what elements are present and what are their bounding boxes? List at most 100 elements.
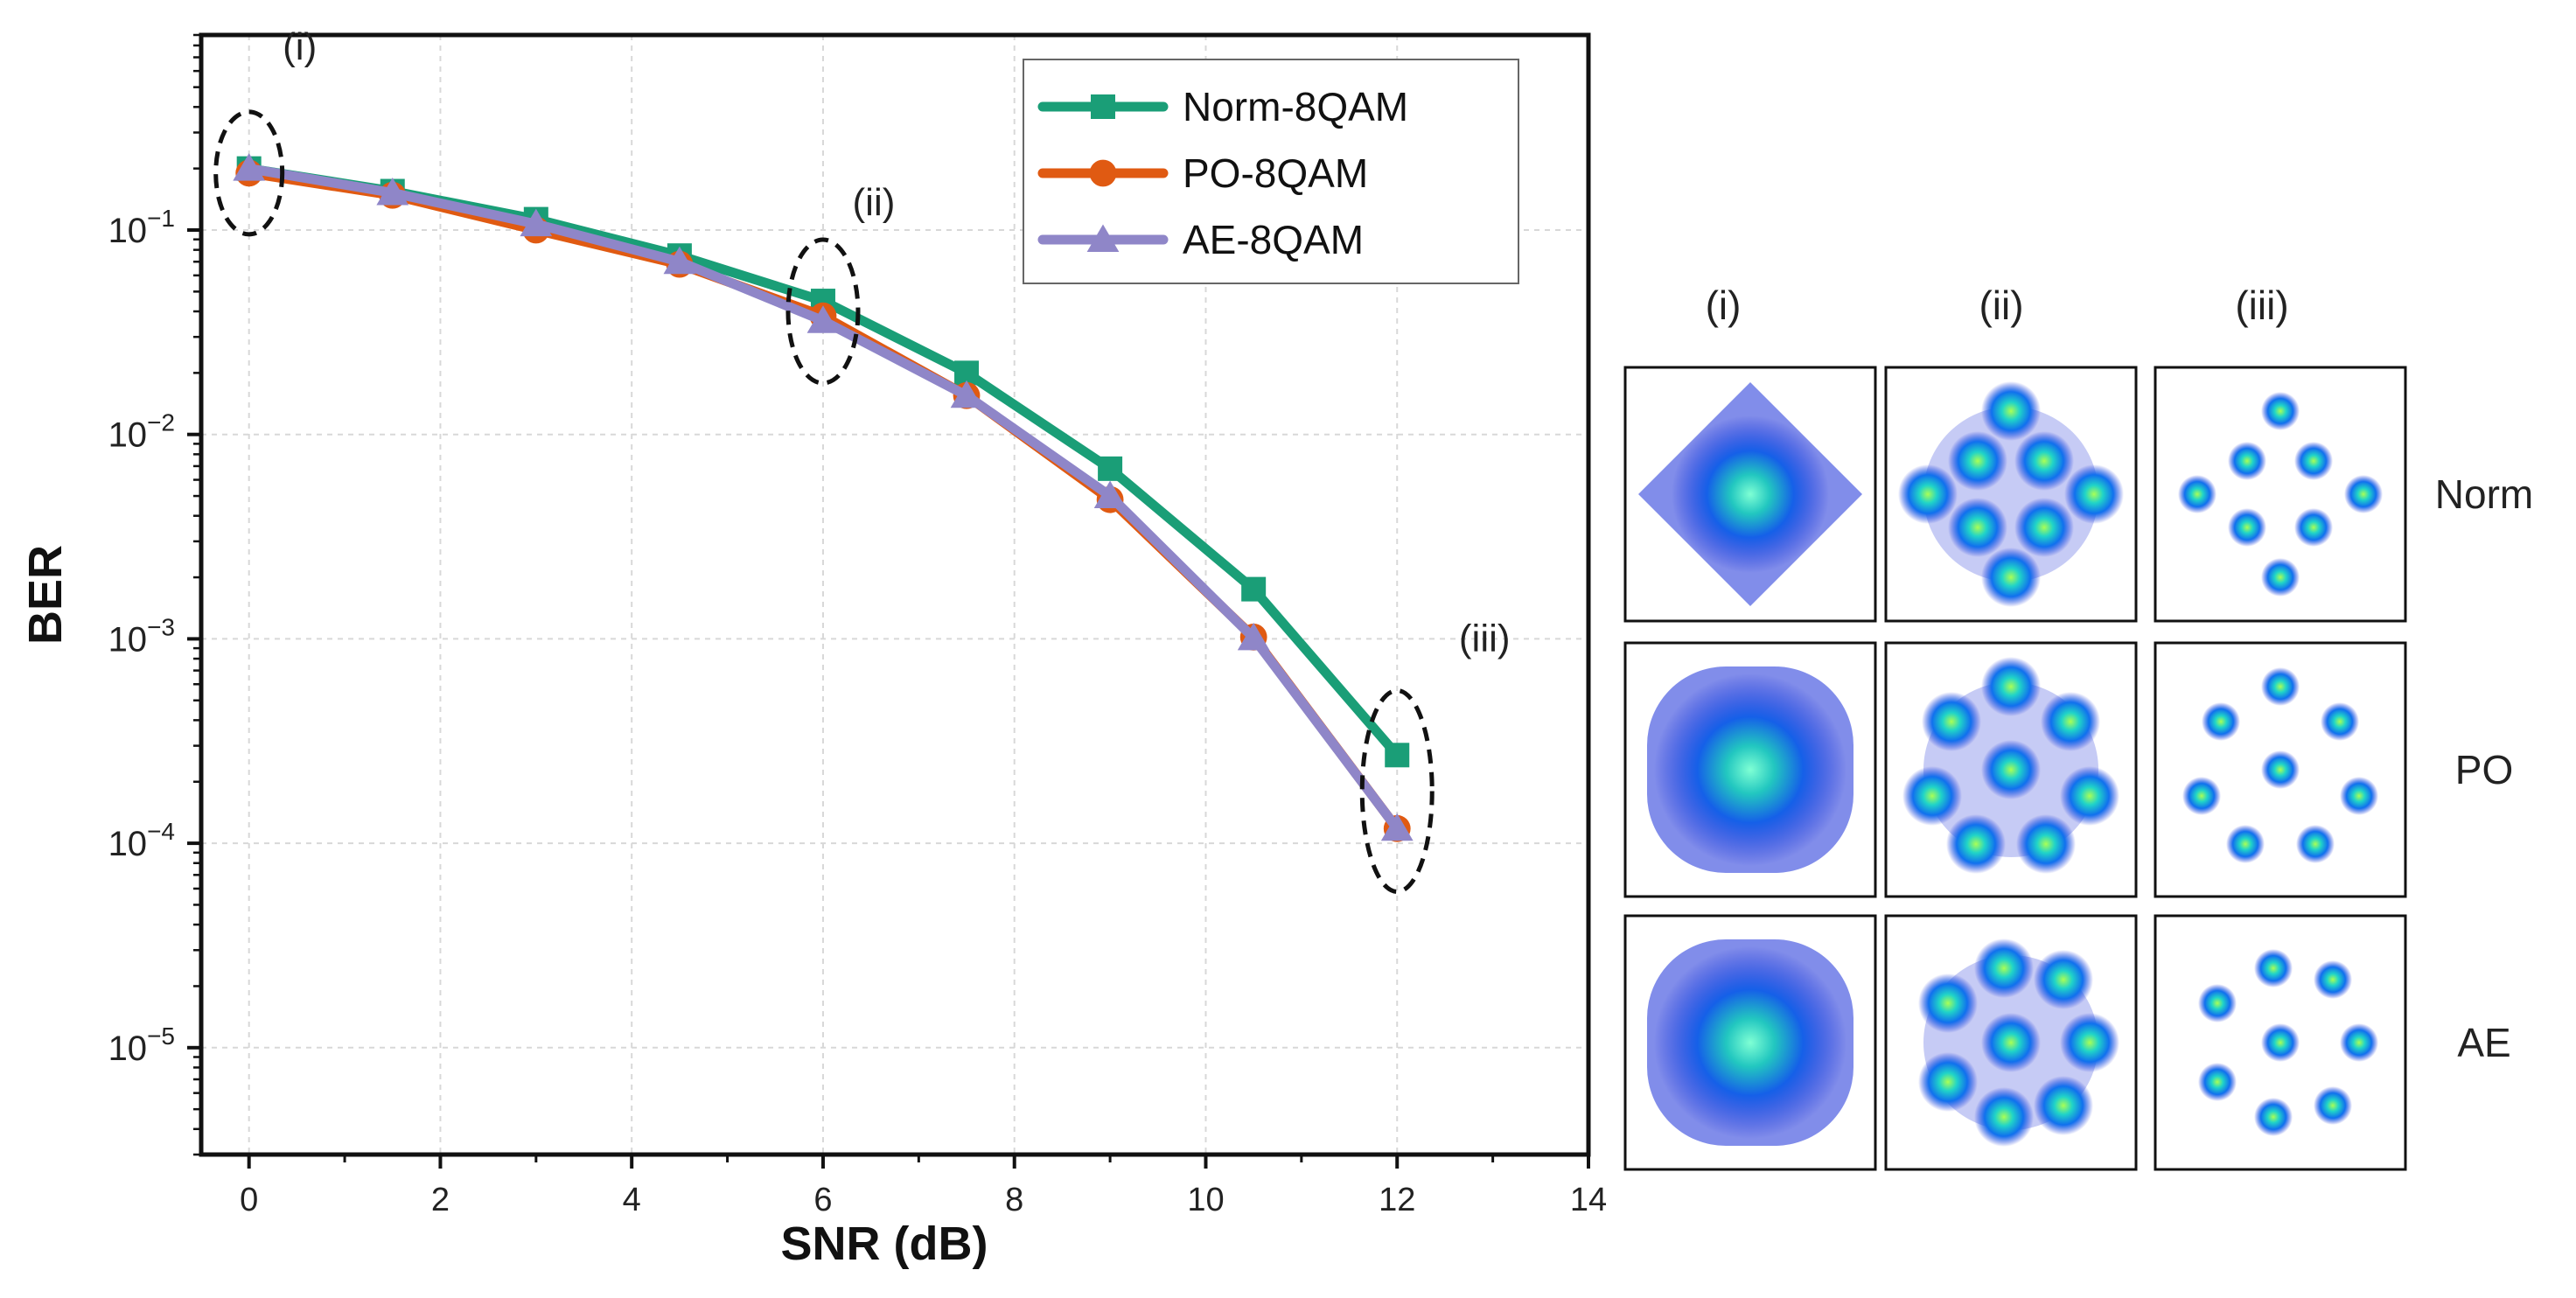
data-point (1241, 576, 1267, 602)
constellation-point (2294, 442, 2333, 480)
constellation-diagram (2154, 641, 2407, 898)
y-tick-label: 10−4 (108, 818, 175, 863)
x-tick-label: 6 (813, 1182, 832, 1218)
constellation-point (2261, 667, 2300, 706)
x-axis-label: SNR (dB) (781, 1218, 988, 1270)
constellation-diagram (1884, 641, 2138, 898)
constellation-point (2014, 498, 2074, 557)
constellation-point (1981, 381, 2041, 441)
data-point (1385, 743, 1410, 768)
data-point (806, 305, 840, 333)
constellation-point (2254, 949, 2293, 987)
constellation-point (2314, 1086, 2352, 1125)
constellation-point (2261, 750, 2300, 789)
constellation-point (2041, 692, 2100, 751)
constellation-point (1981, 740, 2041, 799)
constellation-point (2294, 508, 2333, 547)
constellation-point (2296, 825, 2335, 863)
data-point (520, 208, 553, 237)
constellation-point (2226, 825, 2265, 863)
constellation-column-label: (i) (1706, 283, 1742, 328)
constellation-point (2014, 431, 2074, 491)
constellation-row-label: Norm (2435, 471, 2533, 517)
y-axis-label: BER (19, 545, 72, 645)
x-tick-label: 0 (240, 1182, 258, 1218)
constellation-point (2228, 508, 2266, 547)
constellation-cloud-core (1654, 946, 1846, 1139)
constellation-point (2228, 442, 2266, 480)
constellation-point (2340, 1023, 2378, 1062)
constellation-point (1918, 974, 1978, 1033)
constellation-diagram (1623, 366, 1877, 623)
x-tick-label: 8 (1005, 1182, 1023, 1218)
constellation-point (2016, 814, 2076, 874)
legend-marker (1089, 159, 1117, 187)
data-point (1380, 813, 1414, 841)
y-tick-label: 10−1 (108, 205, 175, 250)
constellation-point (1902, 766, 1962, 826)
x-tick-label: 4 (623, 1182, 641, 1218)
constellation-point (2314, 960, 2352, 999)
constellation-point (2261, 392, 2300, 430)
annotation-layer: (i) (ii) (iii) (213, 25, 1511, 894)
constellation-column-label: (iii) (2235, 283, 2288, 328)
y-tick-label: 10−2 (108, 409, 175, 455)
constellation-point (2198, 1063, 2237, 1101)
x-tick-label: 14 (1570, 1182, 1607, 1218)
constellation-point (2034, 950, 2093, 1009)
constellation-point (2254, 1098, 2293, 1136)
constellation-diagram (1623, 641, 1877, 898)
constellation-diagram (1623, 914, 1877, 1171)
constellation-point (1981, 1013, 2041, 1072)
plot-frame (199, 32, 1591, 1157)
constellation-panel: (i) (ii) (iii) Norm PO AE (1623, 283, 2533, 1171)
data-point (663, 246, 696, 275)
series-ae-8qam (233, 153, 1414, 841)
constellation-point (2064, 464, 2124, 524)
constellation-point (2060, 766, 2119, 826)
constellation-point (1898, 464, 1958, 524)
annotation-label: (ii) (853, 181, 896, 224)
constellation-point (1918, 1052, 1978, 1112)
x-tick-label: 2 (431, 1182, 450, 1218)
constellation-point (2034, 1076, 2093, 1135)
constellation-point (2202, 702, 2240, 741)
data-point (376, 178, 409, 206)
legend-label: Norm-8QAM (1183, 84, 1408, 129)
legend-label: AE-8QAM (1183, 217, 1364, 262)
annotation-ellipse (1359, 687, 1435, 894)
x-axis: 0 2 4 6 8 10 12 14 (240, 1155, 1607, 1218)
data-point (1098, 456, 1123, 481)
legend-marker (1091, 94, 1115, 119)
y-tick-label: 10−5 (108, 1022, 175, 1068)
legend: Norm-8QAM PO-8QAM AE-8QAM (1023, 59, 1519, 284)
annotation-label: (iii) (1459, 617, 1511, 659)
constellation-point (1948, 431, 2007, 491)
constellation-point (1948, 498, 2007, 557)
constellation-point (2182, 777, 2221, 815)
constellation-point (2261, 558, 2300, 597)
constellation-point (2340, 777, 2378, 815)
series-layer (233, 153, 1414, 842)
constellation-point (1974, 1087, 2034, 1147)
constellation-point (2261, 1023, 2300, 1062)
y-tick-label: 10−3 (108, 613, 175, 659)
constellation-column-label: (ii) (1979, 283, 2023, 328)
constellation-point (1974, 939, 2034, 998)
data-point (233, 153, 266, 181)
constellation-diagram (1884, 914, 2138, 1171)
constellation-row-label: PO (2455, 747, 2513, 792)
x-tick-label: 12 (1379, 1182, 1415, 1218)
annotation-ellipse (785, 237, 861, 386)
constellation-cloud-core (1654, 673, 1846, 866)
data-point (1237, 622, 1270, 651)
legend-label: PO-8QAM (1183, 150, 1368, 196)
constellation-point (1946, 814, 2006, 874)
constellation-point (2321, 702, 2359, 741)
annotation-label: (i) (283, 25, 317, 68)
constellation-point (2060, 1013, 2119, 1072)
legend-marker (1086, 224, 1120, 252)
annotation-ellipse (213, 109, 285, 237)
constellation-diagram (2154, 914, 2407, 1171)
